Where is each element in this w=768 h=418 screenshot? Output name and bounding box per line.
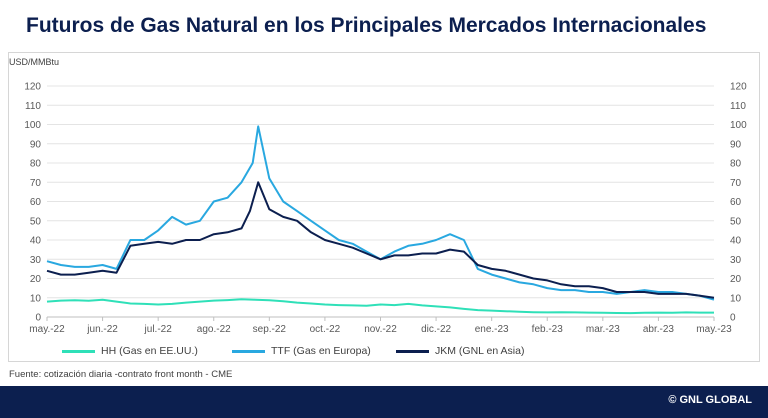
x-tick-label-1: jun.-22 [86,324,118,335]
y-tick-left-2: 20 [30,274,42,285]
y-tick-left-4: 40 [30,236,42,247]
y-tick-left-8: 80 [30,159,42,170]
y-tick-right-4: 40 [730,236,742,247]
x-tick-label-7: dic.-22 [421,324,451,335]
y-tick-right-5: 50 [730,216,742,227]
y-tick-right-10: 100 [730,120,747,131]
y-tick-left-10: 100 [24,120,41,131]
series-line-jkm [46,181,715,299]
legend-label-ttf: TTF (Gas en Europa) [271,345,371,357]
x-tick-label-6: nov.-22 [364,324,397,335]
legend-item-jkm: JKM (GNL en Asia) [396,345,524,357]
x-tick-label-0: may.-22 [29,324,65,335]
x-tick-label-9: feb.-23 [532,324,564,335]
chart-title: Futuros de Gas Natural en los Principale… [26,14,707,37]
y-tick-left-12: 120 [24,82,41,93]
y-tick-left-5: 50 [30,216,42,227]
x-tick-label-11: abr.-23 [643,324,675,335]
series-line-hh [46,298,714,315]
y-axis-unit-label: USD/MMBtu [9,57,60,67]
y-tick-right-9: 90 [730,139,742,150]
x-tick-label-8: ene.-23 [475,324,509,335]
x-tick-label-3: ago.-22 [197,324,231,335]
y-tick-right-11: 110 [730,101,746,112]
footer-bar: © GNL GLOBAL [0,386,768,418]
legend-swatch-jkm [396,349,429,353]
y-tick-left-3: 30 [30,255,42,266]
y-tick-right-7: 70 [730,178,742,189]
y-tick-right-8: 80 [730,159,742,170]
y-tick-right-0: 0 [730,313,736,324]
x-tick-label-10: mar.-23 [586,324,620,335]
y-tick-right-1: 10 [730,293,742,304]
chart-panel [8,52,760,362]
y-tick-left-9: 90 [30,139,42,150]
legend-item-hh: HH (Gas en EE.UU.) [62,345,198,357]
legend-item-ttf: TTF (Gas en Europa) [232,345,371,357]
series-line-ttf [46,125,715,301]
source-note: Fuente: cotización diaria -contrato fron… [9,369,233,380]
legend-swatch-ttf [232,349,265,353]
x-tick-label-12: may.-23 [696,324,732,335]
y-tick-right-2: 20 [730,274,742,285]
y-tick-right-3: 30 [730,255,742,266]
brand-label: © GNL GLOBAL [668,394,752,406]
legend-swatch-hh [62,349,95,353]
y-tick-right-12: 120 [730,82,747,93]
x-tick-label-4: sep.-22 [253,324,287,335]
y-tick-left-0: 0 [35,313,41,324]
y-tick-right-6: 60 [730,197,742,208]
y-tick-left-11: 110 [25,101,41,112]
x-tick-label-2: jul.-22 [144,324,173,335]
y-tick-left-7: 70 [30,178,42,189]
legend-label-jkm: JKM (GNL en Asia) [435,345,525,357]
x-tick-label-5: oct.-22 [310,324,341,335]
y-tick-left-1: 10 [30,293,42,304]
legend-label-hh: HH (Gas en EE.UU.) [101,345,198,357]
y-tick-left-6: 60 [30,197,42,208]
